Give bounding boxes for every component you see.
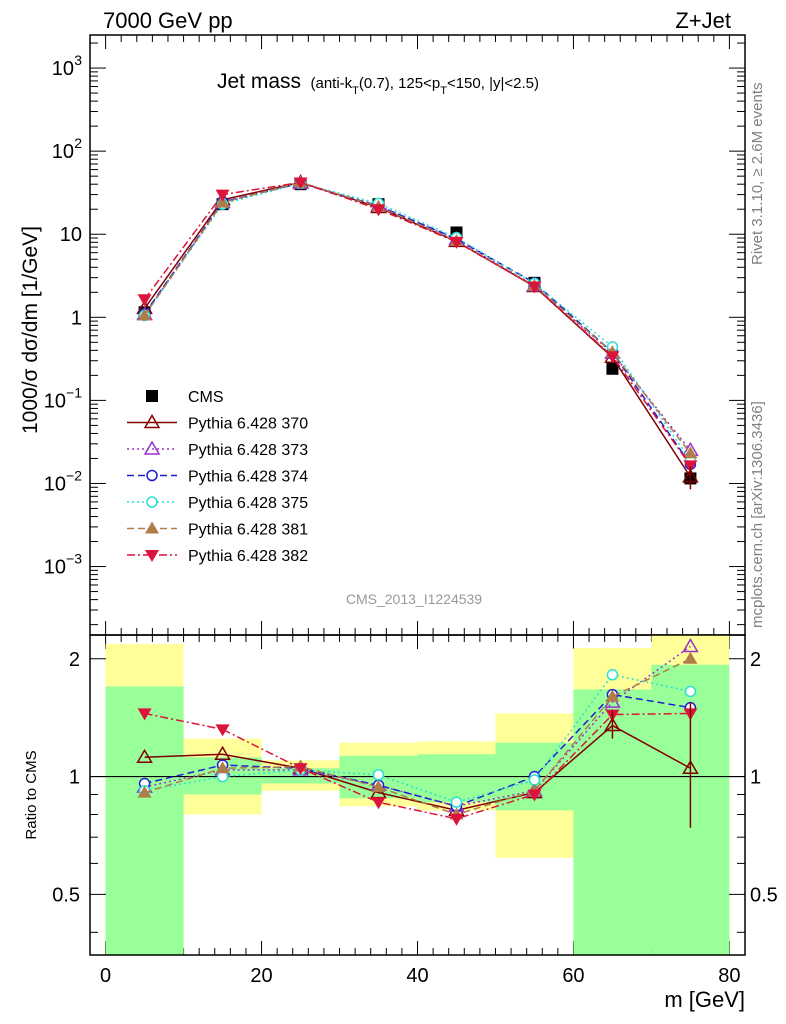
- x-tick-label: 20: [250, 965, 272, 987]
- series-line: [143, 182, 692, 461]
- ratio-y-tick-label-right: 2: [750, 649, 761, 671]
- legend-marker: [145, 521, 159, 534]
- ratio-y-tick-label: 1: [69, 767, 80, 789]
- y-tick-label: 1: [71, 307, 82, 329]
- analysis-id: CMS_2013_I1224539: [346, 591, 482, 607]
- ratio-y-tick-label: 2: [69, 649, 80, 671]
- legend-label: Pythia 6.428 382: [188, 548, 308, 565]
- series-line: [143, 182, 692, 451]
- series-line: [143, 181, 692, 454]
- ratio-point: [215, 761, 230, 774]
- data-point: [605, 351, 620, 364]
- main-frame: [89, 34, 746, 636]
- data-point: [293, 177, 308, 190]
- ratio-series-line: [144, 712, 691, 820]
- ratio-series-line: [144, 645, 691, 807]
- data-point: [137, 294, 152, 307]
- ratio-point: [136, 748, 153, 764]
- x-tick-label: 0: [100, 965, 111, 987]
- ratio-point: [372, 769, 385, 781]
- ratio-y-tick-label: 0.5: [52, 884, 80, 906]
- y-tick-label: 10: [60, 224, 82, 246]
- x-axis-label: m [GeV]: [664, 987, 745, 1012]
- legend-label: Pythia 6.428 375: [188, 495, 308, 512]
- ratio-series-line: [144, 658, 691, 816]
- ratio-series-line: [144, 693, 691, 807]
- data-point: [215, 195, 230, 208]
- plot-title-main: Jet mass: [217, 70, 301, 93]
- y-tick-label: 10: [52, 58, 74, 80]
- plot-title: Jet mass (anti-kT(0.7), 125<pT<150, |y|<…: [217, 70, 539, 97]
- y-tick-exponent: −1: [66, 384, 82, 400]
- ratio-point: [137, 785, 152, 798]
- data-point: [215, 189, 230, 202]
- y-tick-label: 10: [44, 390, 66, 412]
- ratio-point: [606, 669, 619, 681]
- rivet-version-label: Rivet 3.1.10, ≥ 2.6M events: [749, 83, 766, 266]
- ratio-point: [527, 789, 542, 802]
- ratio-plot: 0 20 40 60 80 0.5 0.5 1 1 2 2: [52, 634, 778, 987]
- legend-marker: [146, 496, 158, 508]
- stat-band-bin: [105, 686, 184, 955]
- y-axis-label: 1000/σ dσ/dm [1/GeV]: [19, 226, 42, 434]
- data-point: [527, 281, 542, 294]
- ratio-point: [450, 796, 463, 808]
- y-tick-label: 10: [44, 473, 66, 495]
- legend-label: Pythia 6.428 381: [188, 522, 308, 539]
- plot-title-suffix: (anti-kT(0.7), 125<pT<150, |y|<2.5): [310, 75, 539, 97]
- y-tick-exponent: −3: [66, 551, 82, 567]
- series-line: [143, 182, 692, 465]
- data-point: [683, 446, 698, 459]
- legend-marker: [146, 469, 158, 482]
- legend-label: Pythia 6.428 373: [188, 442, 308, 459]
- ratio-point: [214, 745, 231, 761]
- collision-label: 7000 GeV pp: [103, 8, 233, 33]
- data-point: [683, 460, 698, 473]
- ratio-point: [682, 637, 699, 653]
- legend: CMS Pythia 6.428 370 Pythia 6.428 373 Pythi…: [127, 389, 308, 565]
- ratio-y-tick-label-right: 0.5: [750, 884, 778, 906]
- data-point: [137, 308, 152, 321]
- ratio-frame: [89, 634, 746, 956]
- y-tick-label: 10: [52, 141, 74, 163]
- data-point: [371, 204, 386, 217]
- ratio-y-axis-label: Ratio to CMS: [23, 750, 40, 839]
- legend-label: CMS: [188, 389, 224, 406]
- ratio-point: [684, 685, 697, 698]
- legend-marker: [145, 550, 159, 562]
- legend-label: Pythia 6.428 370: [188, 416, 308, 433]
- data-point: [606, 362, 619, 375]
- y-tick-exponent: −2: [66, 467, 82, 483]
- x-tick-label: 40: [406, 965, 428, 987]
- data-point: [449, 236, 464, 249]
- ratio-point: [605, 689, 620, 702]
- ratio-point: [449, 813, 464, 826]
- series-line: [143, 181, 692, 478]
- ratio-point: [371, 780, 386, 793]
- ratio-y-tick-label-right: 1: [750, 767, 761, 789]
- y-tick-exponent: 3: [74, 52, 82, 68]
- ratio-point: [137, 708, 152, 721]
- ratio-point: [215, 724, 230, 737]
- mcplots-label: mcplots.cern.ch [arXiv:1306.3436]: [749, 401, 766, 628]
- x-tick-label: 80: [718, 965, 740, 987]
- x-tick-label: 60: [562, 965, 584, 987]
- process-label: Z+Jet: [675, 8, 731, 33]
- ratio-point: [528, 774, 541, 786]
- legend-label: Pythia 6.428 374: [188, 469, 308, 486]
- legend-marker: [143, 414, 161, 429]
- legend-marker: [146, 390, 158, 402]
- legend-marker: [143, 440, 161, 455]
- ratio-series-line: [144, 673, 691, 803]
- ratio-point: [293, 763, 308, 776]
- ratio-point: [683, 651, 698, 664]
- ratio-point: [371, 797, 386, 810]
- y-tick-label: 10: [44, 557, 66, 579]
- y-tick-exponent: 2: [74, 135, 82, 151]
